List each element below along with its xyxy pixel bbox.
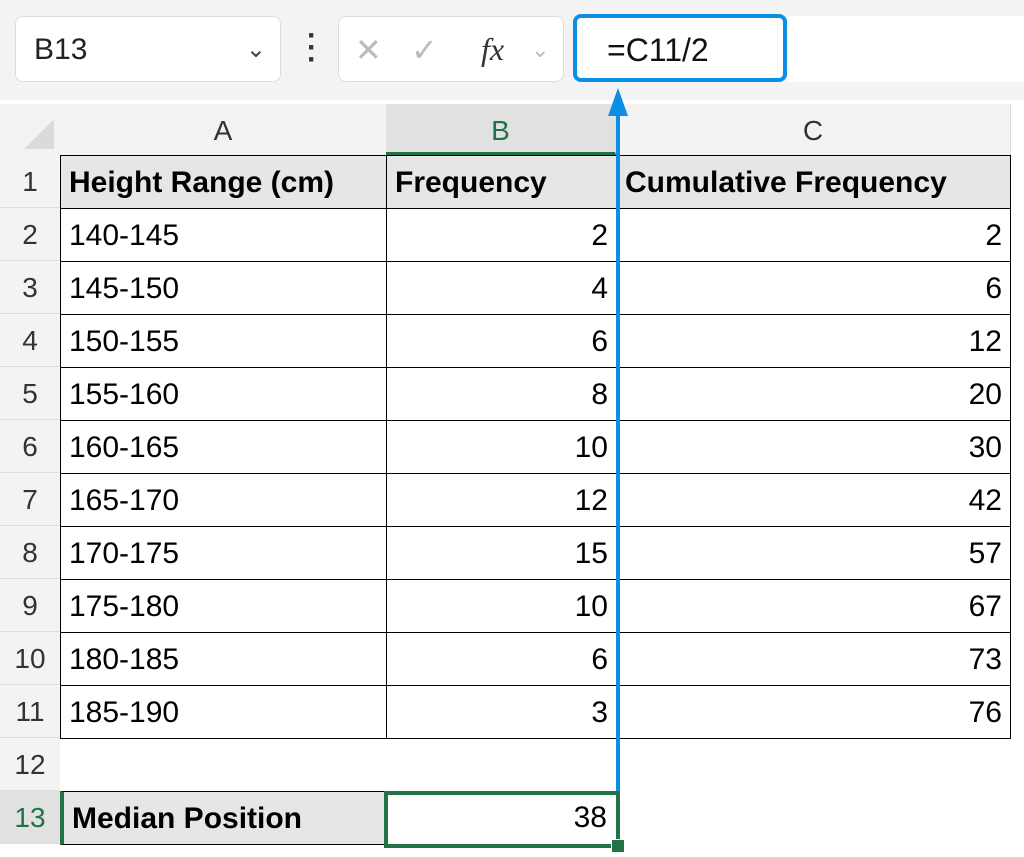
row-header[interactable]: 12 (0, 738, 60, 791)
row-header[interactable]: 3 (0, 261, 60, 314)
formula-text: =C11/2 (607, 32, 709, 68)
table-cell[interactable]: 180-185 (60, 632, 387, 686)
header-cell[interactable]: Cumulative Frequency (616, 155, 1011, 209)
table-cell[interactable]: 15 (386, 526, 617, 580)
table-cell[interactable]: 170-175 (60, 526, 387, 580)
table-cell[interactable]: 30 (616, 420, 1011, 474)
row-header[interactable]: 5 (0, 367, 60, 420)
formula-controls: ✕ ✓ fx ⌄ (338, 16, 564, 82)
row-header[interactable]: 11 (0, 685, 60, 738)
table-cell[interactable]: 160-165 (60, 420, 387, 474)
insert-function-icon[interactable]: fx (481, 31, 505, 67)
column-header-c[interactable]: C (616, 104, 1011, 155)
median-value-cell[interactable]: 38 (573, 801, 607, 834)
table-cell[interactable]: 165-170 (60, 473, 387, 527)
column-header-a[interactable]: A (60, 104, 387, 155)
name-box[interactable]: B13 ⌄ (15, 16, 281, 82)
formula-input[interactable]: =C11/2 (573, 14, 787, 82)
table-cell[interactable]: 57 (616, 526, 1011, 580)
table-cell[interactable]: 6 (386, 632, 617, 686)
table-cell[interactable]: 67 (616, 579, 1011, 633)
row-header[interactable]: 6 (0, 420, 60, 473)
table-cell[interactable]: 73 (616, 632, 1011, 686)
table-cell[interactable]: 10 (386, 420, 617, 474)
table-cell[interactable]: 3 (386, 685, 617, 739)
header-cell[interactable]: Height Range (cm) (60, 155, 387, 209)
more-options-icon[interactable]: · · · (307, 19, 317, 76)
annotation-arrow (616, 100, 620, 793)
selected-cell-b13[interactable] (384, 791, 620, 848)
table-cell[interactable]: 8 (386, 367, 617, 421)
name-box-value: B13 (34, 33, 88, 66)
table-cell[interactable]: 150-155 (60, 314, 387, 368)
row-header[interactable]: 8 (0, 526, 60, 579)
arrow-head-icon (608, 88, 628, 116)
table-cell[interactable]: 2 (616, 208, 1011, 262)
row-header[interactable]: 7 (0, 473, 60, 526)
table-cell[interactable]: 12 (616, 314, 1011, 368)
chevron-down-icon[interactable]: ⌄ (245, 36, 266, 63)
table-cell[interactable]: 20 (616, 367, 1011, 421)
row-header[interactable]: 2 (0, 208, 60, 261)
row-header[interactable]: 13 (0, 791, 60, 844)
row-header[interactable]: 4 (0, 314, 60, 367)
formula-input-ext[interactable] (787, 16, 1024, 82)
table-cell[interactable]: 185-190 (60, 685, 387, 739)
select-all-button[interactable] (0, 104, 60, 155)
table-cell[interactable]: 42 (616, 473, 1011, 527)
chevron-down-icon[interactable]: ⌄ (531, 37, 550, 62)
table-cell[interactable]: 10 (386, 579, 617, 633)
table-cell[interactable]: 12 (386, 473, 617, 527)
enter-icon[interactable]: ✓ (411, 32, 438, 68)
table-cell[interactable]: 6 (616, 261, 1011, 315)
column-header-b[interactable]: B (386, 104, 616, 155)
row-header[interactable]: 9 (0, 579, 60, 632)
header-cell[interactable]: Frequency (386, 155, 617, 209)
table-cell[interactable]: 76 (616, 685, 1011, 739)
median-label-cell[interactable]: Median Position (60, 791, 387, 845)
table-cell[interactable]: 155-160 (60, 367, 387, 421)
table-cell[interactable]: 2 (386, 208, 617, 262)
table-cell[interactable]: 4 (386, 261, 617, 315)
table-cell[interactable]: 140-145 (60, 208, 387, 262)
table-cell[interactable]: 6 (386, 314, 617, 368)
fill-handle[interactable] (611, 839, 625, 853)
row-header[interactable]: 10 (0, 632, 60, 685)
table-cell[interactable]: 145-150 (60, 261, 387, 315)
table-cell[interactable]: 175-180 (60, 579, 387, 633)
cancel-icon[interactable]: ✕ (355, 32, 382, 68)
row-header[interactable]: 1 (0, 155, 60, 208)
